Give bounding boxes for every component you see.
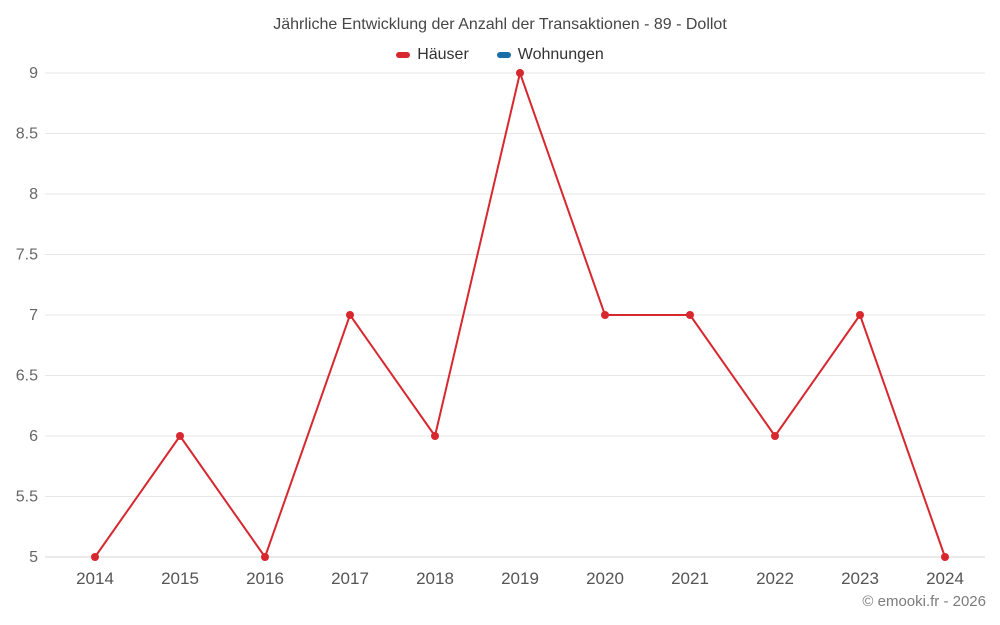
x-axis-tick-label: 2020 — [586, 569, 624, 588]
legend-label-wohnungen: Wohnungen — [517, 46, 604, 63]
data-point-marker — [856, 311, 864, 319]
x-axis-tick-label: 2024 — [926, 569, 964, 588]
legend-item-haeuser[interactable]: Häuser — [396, 46, 469, 64]
data-point-marker — [686, 311, 694, 319]
data-point-marker — [771, 432, 779, 440]
x-axis-tick-label: 2017 — [331, 569, 369, 588]
data-point-marker — [261, 553, 269, 561]
chart-legend: Häuser Wohnungen — [0, 46, 1000, 64]
data-point-marker — [601, 311, 609, 319]
legend-marker-wohnungen-icon — [496, 52, 511, 58]
x-axis-tick-label: 2022 — [756, 569, 794, 588]
legend-marker-haeuser-icon — [396, 52, 411, 58]
y-axis-tick-label: 8 — [29, 186, 38, 203]
x-axis-tick-label: 2018 — [416, 569, 454, 588]
legend-item-wohnungen[interactable]: Wohnungen — [496, 46, 604, 64]
data-point-marker — [941, 553, 949, 561]
x-axis-tick-label: 2016 — [246, 569, 284, 588]
legend-label-haeuser: Häuser — [417, 46, 469, 63]
x-axis-tick-label: 2015 — [161, 569, 199, 588]
y-axis-tick-label: 5.5 — [16, 489, 38, 506]
x-axis-tick-label: 2019 — [501, 569, 539, 588]
x-axis-tick-label: 2023 — [841, 569, 879, 588]
data-point-marker — [346, 311, 354, 319]
y-axis-tick-label: 8.5 — [16, 126, 38, 143]
y-axis-tick-label: 9 — [29, 65, 38, 82]
data-point-marker — [431, 432, 439, 440]
y-axis-tick-label: 6 — [29, 428, 38, 445]
y-axis-tick-label: 5 — [29, 549, 38, 566]
data-point-marker — [176, 432, 184, 440]
chart-attribution: © emooki.fr - 2026 — [862, 593, 986, 610]
data-point-marker — [516, 69, 524, 77]
chart-title: Jährliche Entwicklung der Anzahl der Tra… — [273, 16, 727, 33]
y-axis-tick-label: 7.5 — [16, 247, 38, 264]
y-axis-tick-label: 6.5 — [16, 368, 38, 385]
x-axis-tick-label: 2014 — [76, 569, 114, 588]
y-axis-tick-label: 7 — [29, 307, 38, 324]
data-point-marker — [91, 553, 99, 561]
x-axis-tick-label: 2021 — [671, 569, 709, 588]
